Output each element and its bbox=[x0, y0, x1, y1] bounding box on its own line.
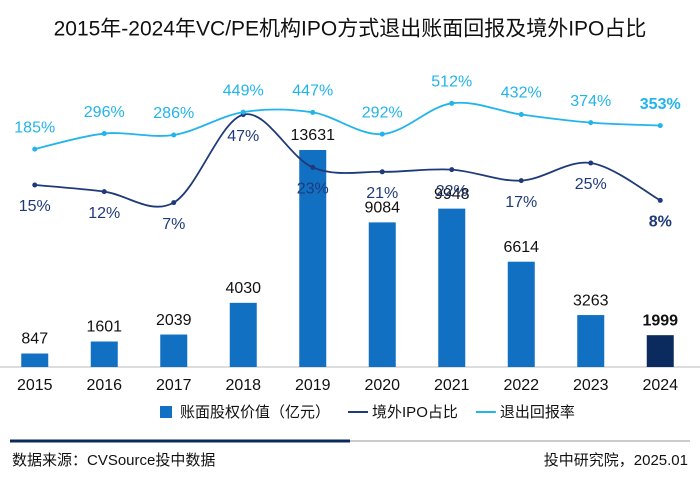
bar-label: 847 bbox=[21, 331, 48, 348]
line-marker bbox=[449, 100, 455, 106]
bar bbox=[646, 335, 674, 367]
bar bbox=[229, 302, 257, 367]
line-marker bbox=[32, 182, 38, 188]
bar bbox=[438, 208, 466, 367]
line-marker bbox=[310, 109, 316, 115]
x-tick-label: 2021 bbox=[434, 377, 470, 394]
line-label: 292% bbox=[362, 104, 403, 121]
line-marker bbox=[379, 131, 385, 137]
x-tick-label: 2020 bbox=[364, 377, 400, 394]
line-marker bbox=[171, 200, 177, 206]
bar-label: 3263 bbox=[573, 292, 609, 309]
bar bbox=[577, 315, 605, 367]
legend-label: 境外IPO占比 bbox=[372, 403, 458, 421]
x-tick-label: 2023 bbox=[573, 377, 609, 394]
line bbox=[34, 101, 661, 150]
source: 数据来源：CVSource投中数据 bbox=[12, 452, 215, 469]
line-marker bbox=[101, 189, 107, 195]
bar bbox=[21, 353, 49, 367]
line-marker bbox=[240, 109, 246, 115]
line-label: 374% bbox=[570, 93, 611, 110]
line-marker bbox=[32, 146, 38, 152]
line-marker bbox=[171, 132, 177, 138]
bar-label: 1601 bbox=[86, 319, 122, 336]
bar bbox=[90, 341, 118, 367]
line-label: 47% bbox=[227, 128, 259, 145]
line-marker bbox=[657, 197, 663, 203]
bar-label: 1999 bbox=[642, 312, 678, 329]
line-label: 185% bbox=[14, 119, 55, 136]
line-marker bbox=[518, 112, 524, 118]
x-tick-label: 2016 bbox=[86, 377, 122, 394]
x-tick-label: 2018 bbox=[225, 377, 261, 394]
line-label: 449% bbox=[223, 82, 264, 99]
legend-label: 账面股权价值（亿元） bbox=[180, 404, 330, 421]
line-marker bbox=[657, 123, 663, 129]
legend-swatch bbox=[160, 406, 172, 418]
line-marker bbox=[588, 160, 594, 166]
line-label: 286% bbox=[153, 105, 194, 122]
x-tick-label: 2024 bbox=[642, 377, 678, 394]
x-tick-label: 2017 bbox=[156, 377, 192, 394]
line-marker bbox=[310, 164, 316, 170]
x-tick-label: 2022 bbox=[503, 377, 539, 394]
bar-label: 9084 bbox=[364, 200, 400, 217]
line-label: 432% bbox=[501, 85, 542, 102]
bar bbox=[507, 261, 535, 367]
line-label: 23% bbox=[297, 181, 329, 198]
line-label: 17% bbox=[505, 194, 537, 211]
line-label: 12% bbox=[88, 205, 120, 222]
bar-label: 9948 bbox=[434, 186, 470, 203]
line-label: 15% bbox=[19, 198, 51, 215]
bar bbox=[299, 150, 327, 367]
line-label: 353% bbox=[640, 96, 681, 113]
line-label: 8% bbox=[649, 214, 672, 231]
line-label: 447% bbox=[292, 83, 333, 100]
x-tick-label: 2019 bbox=[295, 377, 331, 394]
line bbox=[34, 113, 661, 208]
line-label: 25% bbox=[575, 176, 607, 193]
bar-label: 13631 bbox=[291, 127, 336, 144]
line-marker bbox=[449, 167, 455, 173]
credit: 投中研究院，2025.01 bbox=[544, 451, 688, 469]
bar-label: 2039 bbox=[156, 312, 192, 329]
bar bbox=[160, 334, 188, 367]
line-marker bbox=[101, 131, 107, 137]
line-marker bbox=[588, 120, 594, 126]
line-label: 22% bbox=[436, 183, 468, 200]
line-marker bbox=[379, 169, 385, 175]
x-tick-label: 2015 bbox=[17, 377, 53, 394]
chart-title: 2015年-2024年VC/PE机构IPO方式退出账面回报及境外IPO占比 bbox=[54, 18, 647, 41]
bar-label: 6614 bbox=[503, 239, 539, 256]
line-label: 512% bbox=[431, 74, 472, 91]
line-label: 7% bbox=[162, 216, 185, 233]
bar bbox=[368, 222, 396, 367]
bar-label: 4030 bbox=[225, 280, 261, 297]
line-marker bbox=[518, 178, 524, 184]
line-label: 296% bbox=[84, 104, 125, 121]
line-label: 21% bbox=[366, 185, 398, 202]
legend-label: 退出回报率 bbox=[500, 404, 575, 421]
